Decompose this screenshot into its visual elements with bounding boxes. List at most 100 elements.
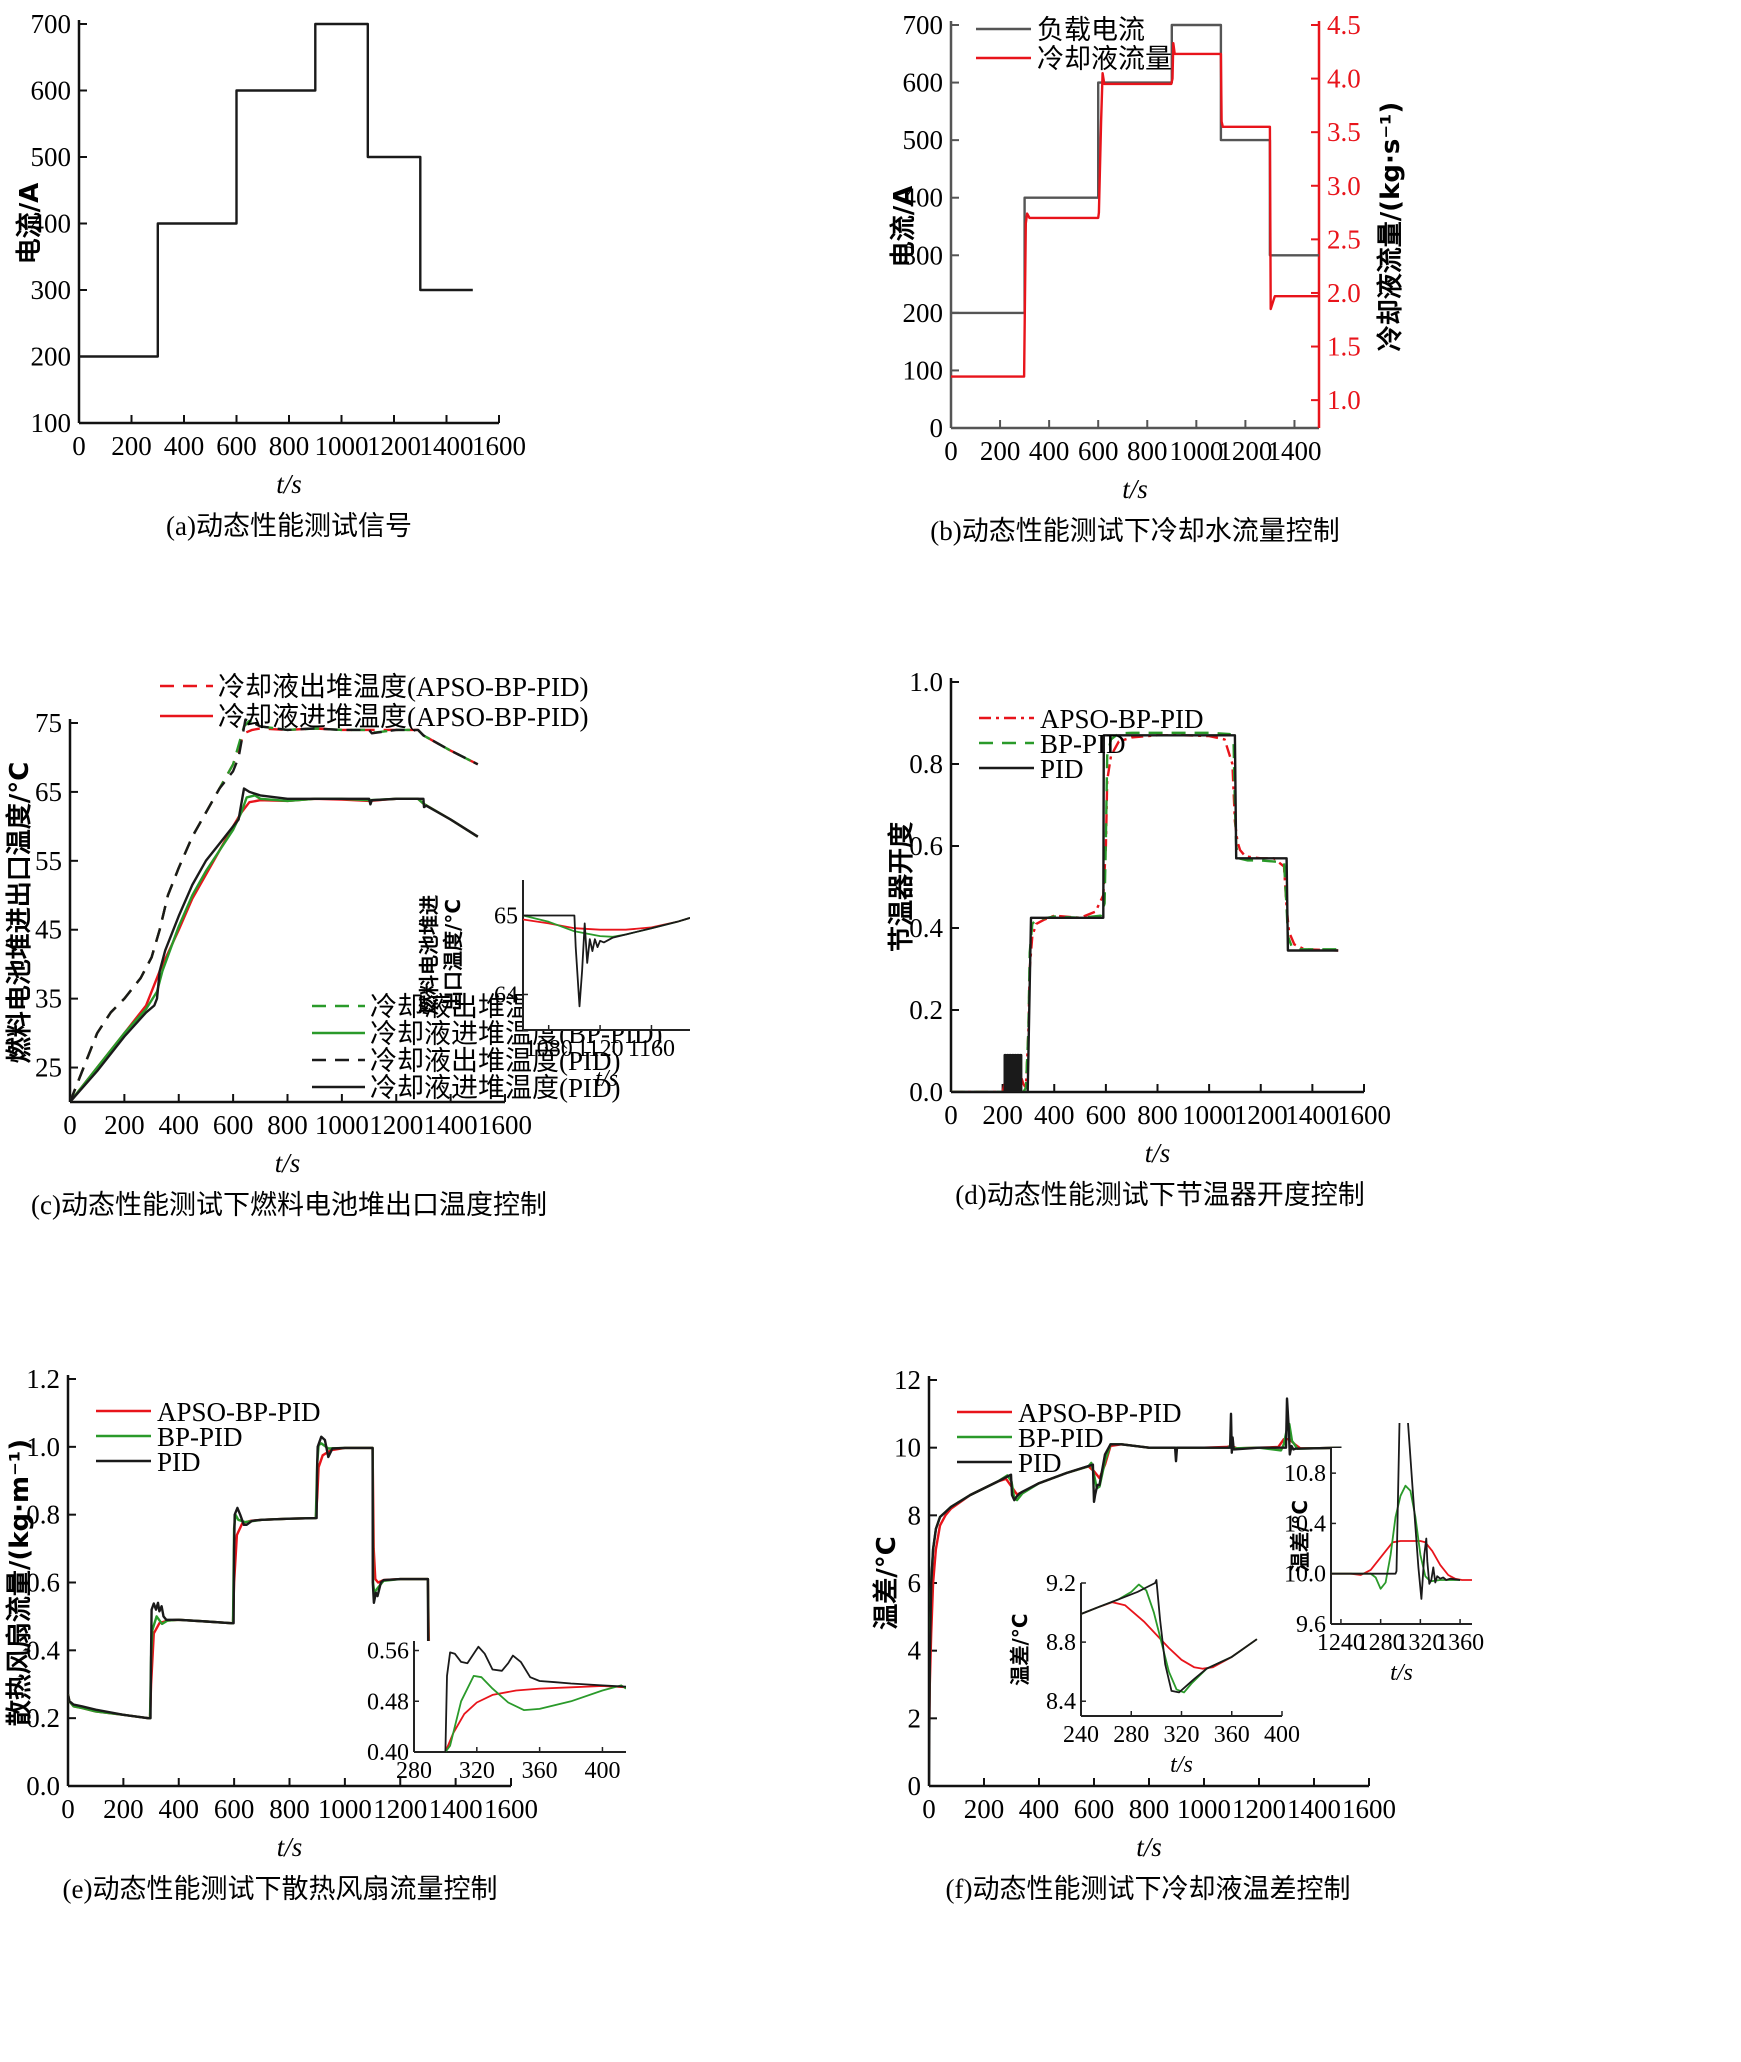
legend-label: BP-PID — [1040, 729, 1126, 759]
y-tick-label: 25 — [35, 1053, 62, 1083]
y-axis-right-title: 冷却液流量/(kg·s⁻¹) — [1375, 102, 1406, 352]
y-tick-label: 0.2 — [26, 1703, 60, 1733]
inset-x-tick-label: 320 — [1164, 1722, 1200, 1748]
x-tick-label: 1600 — [478, 1110, 532, 1140]
x-axis-title: t/s — [276, 469, 302, 499]
y-tick-label: 500 — [903, 125, 944, 155]
x-tick-label: 1200 — [367, 431, 421, 461]
inset-y-axis-title: 温差/°C — [1008, 1614, 1032, 1686]
b-series-1 — [951, 42, 1319, 378]
c-series-2 — [70, 719, 479, 1102]
legend-label: 冷却液进堆温度(PID) — [370, 1073, 621, 1103]
y-tick-label: 100 — [903, 355, 944, 385]
x-tick-label: 1000 — [318, 1794, 372, 1824]
x-tick-label: 1400 — [1285, 1100, 1339, 1130]
x-tick-label: 600 — [1086, 1100, 1127, 1130]
y-tick-label: 0 — [930, 413, 944, 443]
y-tick-label: 400 — [31, 209, 72, 239]
inset-background — [523, 880, 690, 1030]
y-axis-title: 温差/°C — [871, 1536, 902, 1630]
d-series-0 — [951, 734, 1339, 1092]
c-series-4 — [70, 718, 479, 1102]
x-tick-label: 600 — [1078, 436, 1119, 466]
y-tick-label: 0.4 — [26, 1635, 60, 1665]
x-tick-label: 200 — [111, 431, 152, 461]
y-tick-label: 4 — [908, 1636, 922, 1666]
panel-e: 0 200 400 600 800 1000 1200 1400 1600 0.0 0.2 0.4 0.… — [4, 1364, 538, 1904]
x-tick-label: 1200 — [373, 1794, 427, 1824]
legend-label: 冷却液出堆温度(PID) — [370, 1046, 621, 1076]
inset-y-tick-label: 8.8 — [1046, 1630, 1076, 1656]
y-tick-label: 0.0 — [909, 1077, 943, 1107]
y-axis-title: 燃料电池堆进出口温度/°C — [4, 762, 35, 1064]
inset-x-tick-label: 1160 — [628, 1036, 675, 1062]
x-tick-label: 0 — [922, 1794, 936, 1824]
y-tick-label: 65 — [35, 777, 62, 807]
x-tick-label: 800 — [269, 431, 310, 461]
inset-y-tick-label: 0.48 — [367, 1689, 409, 1715]
x-tick-label: 400 — [1019, 1794, 1060, 1824]
y-tick-label: 0.2 — [909, 995, 943, 1025]
x-tick-label: 0 — [61, 1794, 75, 1824]
x-tick-label: 1000 — [1177, 1794, 1231, 1824]
x-tick-label: 1000 — [315, 431, 369, 461]
y-tick-label: 1.0 — [26, 1432, 60, 1462]
c-series-5 — [70, 787, 479, 1102]
x-tick-label: 1600 — [1342, 1794, 1396, 1824]
inset-x-tick-label: 280 — [396, 1758, 432, 1784]
x-tick-label: 400 — [159, 1794, 200, 1824]
x-tick-label: 600 — [216, 431, 257, 461]
x-axis-title: t/s — [277, 1832, 303, 1862]
x-tick-label: 400 — [164, 431, 205, 461]
legend-label: PID — [1018, 1448, 1062, 1478]
x-tick-label: 1600 — [484, 1794, 538, 1824]
inset-x-tick-label: 1240 — [1317, 1630, 1365, 1656]
panel-caption: (d)动态性能测试下节温器开度控制 — [955, 1180, 1364, 1210]
d-series-1 — [951, 731, 1339, 1092]
y-tick-label: 6 — [908, 1568, 922, 1598]
legend-label: BP-PID — [1018, 1423, 1104, 1453]
y-tick-label: 300 — [903, 240, 944, 270]
x-axis-title: t/s — [275, 1148, 301, 1178]
panel-caption: (a)动态性能测试信号 — [166, 511, 412, 541]
y-right-tick-label: 1.5 — [1327, 332, 1361, 362]
inset-x-tick-label: 360 — [1214, 1722, 1250, 1748]
y-tick-label: 0.4 — [909, 913, 943, 943]
x-tick-label: 0 — [944, 1100, 958, 1130]
inset-x-tick-label: 360 — [522, 1758, 558, 1784]
legend-label: APSO-BP-PID — [1018, 1398, 1182, 1428]
y-tick-label: 45 — [35, 915, 62, 945]
inset-e: 280 320 360 400 0.40 0.48 0.56 — [367, 1639, 626, 1784]
y-tick-label: 0.8 — [909, 749, 943, 779]
y-axis-title: 节温器开度 — [886, 822, 917, 952]
y-right-tick-label: 4.0 — [1327, 64, 1361, 94]
f-series-0 — [929, 1437, 1342, 1746]
y-tick-label: 12 — [894, 1365, 921, 1395]
inset-e-series-1 — [444, 1675, 626, 1752]
y-tick-label: 100 — [31, 408, 72, 438]
x-tick-label: 600 — [214, 1794, 255, 1824]
y-tick-label: 35 — [35, 984, 62, 1014]
x-tick-label: 800 — [269, 1794, 310, 1824]
inset-x-tick-label: 1360 — [1436, 1630, 1484, 1656]
panel-caption: (b)动态性能测试下冷却水流量控制 — [930, 516, 1339, 546]
y-tick-label: 0.6 — [26, 1568, 60, 1598]
inset-y-tick-label: 8.4 — [1046, 1689, 1076, 1715]
y-axis-title: 电流/A — [889, 186, 919, 268]
y-tick-label: 0 — [908, 1771, 922, 1801]
x-axis-title: t/s — [1145, 1138, 1171, 1168]
inset-fL: 240 280 320 360 400 8.4 8.8 9.2 t/s 温差/°C — [1008, 1571, 1300, 1778]
legend-label: 冷却液出堆温度(APSO-BP-PID) — [218, 672, 589, 702]
a-series-0 — [79, 22, 473, 358]
legend-label: PID — [157, 1447, 201, 1477]
x-tick-label: 200 — [982, 1100, 1023, 1130]
y-axis-title: 电流/A — [15, 183, 45, 265]
legend-label: PID — [1040, 754, 1084, 784]
inset-y-tick-label: 64 — [494, 982, 518, 1008]
y-tick-label: 75 — [35, 708, 62, 738]
inset-x-tick-label: 1120 — [577, 1036, 624, 1062]
y-tick-label: 200 — [903, 298, 944, 328]
x-tick-label: 400 — [1034, 1100, 1075, 1130]
inset-y-tick-label: 10.4 — [1284, 1511, 1326, 1537]
